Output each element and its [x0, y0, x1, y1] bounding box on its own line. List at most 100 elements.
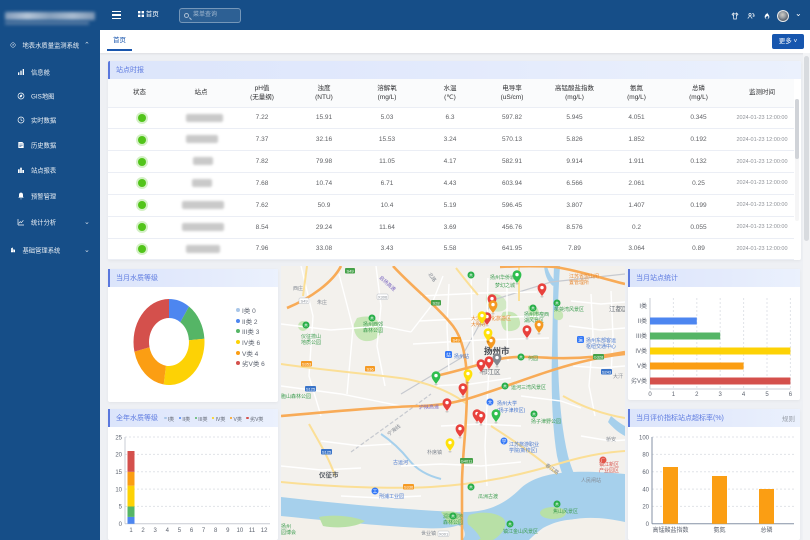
- svg-text:木: 木: [555, 501, 559, 507]
- svg-text:森林公园: 森林公园: [443, 519, 463, 526]
- svg-text:S336: S336: [404, 485, 414, 490]
- svg-text:朱庄: 朱庄: [317, 299, 327, 306]
- svg-text:运河三湾风景区: 运河三湾风景区: [511, 384, 546, 391]
- svg-text:扬州东部客运: 扬州东部客运: [586, 337, 616, 344]
- svg-text:12: 12: [261, 528, 268, 534]
- svg-text:扬州市: 扬州市: [484, 346, 510, 356]
- svg-text:S353: S353: [302, 362, 312, 367]
- svg-text:0: 0: [119, 522, 123, 528]
- svg-text:大明寺: 大明寺: [471, 321, 486, 328]
- svg-text:2: 2: [141, 528, 145, 534]
- svg-text:10: 10: [237, 528, 244, 534]
- svg-text:木: 木: [508, 521, 512, 527]
- svg-text:西庄: 西庄: [293, 285, 303, 292]
- svg-text:氨氮: 氨氮: [713, 526, 725, 534]
- svg-text:5: 5: [119, 505, 123, 511]
- svg-text:沪陕高速: 沪陕高速: [419, 403, 439, 411]
- svg-text:8: 8: [214, 528, 218, 534]
- svg-text:工: 工: [373, 489, 378, 494]
- svg-text:人民闸站: 人民闸站: [581, 477, 601, 484]
- svg-text:X306: X306: [378, 295, 388, 300]
- svg-text:6: 6: [789, 392, 793, 398]
- svg-text:古运河: 古运河: [393, 459, 408, 466]
- svg-text:学: 学: [502, 438, 507, 444]
- svg-text:(扬子津校区): (扬子津校区): [497, 407, 526, 414]
- svg-text:镇江金山风景区: 镇江金山风景区: [503, 528, 538, 535]
- svg-text:桥安: 桥安: [606, 436, 616, 443]
- svg-text:总磷: 总磷: [760, 526, 772, 534]
- svg-text:20: 20: [642, 505, 649, 511]
- svg-text:木: 木: [531, 305, 535, 311]
- svg-text:3: 3: [154, 528, 158, 534]
- svg-text:木: 木: [469, 272, 473, 278]
- svg-text:木: 木: [532, 411, 536, 417]
- svg-text:木: 木: [503, 383, 507, 389]
- svg-text:60: 60: [642, 470, 649, 476]
- svg-text:运: 运: [578, 337, 583, 344]
- svg-text:V类: V类: [637, 362, 647, 370]
- svg-text:木: 木: [451, 513, 455, 519]
- svg-text:4: 4: [166, 528, 170, 534]
- svg-text:III类: III类: [636, 332, 647, 340]
- svg-text:茱萸湾风景区: 茱萸湾风景区: [554, 306, 584, 313]
- svg-text:G4011: G4011: [461, 459, 473, 464]
- svg-text:3: 3: [719, 392, 723, 398]
- svg-text:木: 木: [469, 484, 473, 490]
- svg-text:S49: S49: [452, 338, 460, 343]
- svg-text:9: 9: [226, 528, 230, 534]
- svg-text:大汗: 大汗: [613, 373, 623, 380]
- svg-text:1: 1: [129, 528, 133, 534]
- svg-text:1: 1: [672, 392, 676, 398]
- svg-text:枢纽交通中心: 枢纽交通中心: [586, 343, 616, 350]
- svg-text:森林公园: 森林公园: [363, 327, 383, 334]
- svg-text:扬州市瘦西: 扬州市瘦西: [524, 311, 549, 318]
- svg-text:江都区: 江都区: [609, 305, 625, 313]
- svg-text:木: 木: [519, 354, 523, 360]
- svg-text:地质公园: 地质公园: [301, 339, 321, 346]
- svg-text:5: 5: [765, 392, 769, 398]
- svg-text:S125: S125: [306, 387, 316, 392]
- svg-text:4: 4: [742, 392, 746, 398]
- svg-text:北路: 北路: [426, 271, 437, 283]
- svg-text:10: 10: [115, 487, 122, 493]
- svg-text:扬州站: 扬州站: [454, 353, 469, 360]
- svg-text:II类: II类: [638, 317, 647, 325]
- svg-text:11: 11: [249, 528, 256, 534]
- svg-text:X001: X001: [439, 532, 449, 537]
- svg-text:40: 40: [642, 487, 649, 493]
- svg-text:置管理所: 置管理所: [569, 279, 589, 286]
- svg-text:S28: S28: [432, 301, 440, 306]
- svg-text:何园: 何园: [528, 355, 538, 362]
- svg-text:梦幻之城: 梦幻之城: [495, 282, 515, 289]
- svg-text:湖风景区: 湖风景区: [524, 317, 544, 324]
- svg-text:20: 20: [115, 453, 122, 459]
- svg-text:大: 大: [488, 399, 493, 406]
- svg-text:产业园区: 产业园区: [599, 467, 619, 474]
- svg-text:胞山森林公园: 胞山森林公园: [281, 393, 311, 400]
- svg-text:25: 25: [115, 435, 122, 441]
- svg-text:15: 15: [115, 470, 122, 476]
- svg-text:扬州西郊: 扬州西郊: [363, 321, 383, 328]
- svg-text:7: 7: [202, 528, 206, 534]
- svg-text:S36: S36: [366, 367, 374, 372]
- svg-text:世业镇: 世业镇: [421, 530, 436, 537]
- svg-text:100: 100: [639, 435, 650, 441]
- svg-text:江苏旅游职业: 江苏旅游职业: [509, 441, 539, 448]
- svg-text:木: 木: [304, 322, 308, 328]
- svg-text:镇江新区: 镇江新区: [599, 461, 619, 468]
- svg-text:S125: S125: [322, 450, 332, 455]
- svg-text:邗江区: 邗江区: [481, 368, 501, 376]
- svg-text:江苏省盟山闲: 江苏省盟山闲: [569, 273, 599, 280]
- svg-text:朴席镇: 朴席镇: [427, 449, 442, 456]
- svg-text:80: 80: [642, 453, 649, 459]
- svg-text:劣V类: 劣V类: [631, 377, 647, 385]
- svg-text:扬子津野公园: 扬子津野公园: [531, 418, 561, 425]
- svg-text:站: 站: [446, 352, 451, 359]
- svg-text:园博会: 园博会: [281, 529, 296, 536]
- svg-text:5: 5: [178, 528, 182, 534]
- svg-text:0: 0: [646, 522, 650, 528]
- svg-text:宁海线: 宁海线: [386, 423, 402, 438]
- svg-text:启扬高速: 启扬高速: [378, 274, 398, 293]
- svg-text:IV类: IV类: [635, 347, 647, 355]
- svg-text:S49: S49: [346, 269, 354, 274]
